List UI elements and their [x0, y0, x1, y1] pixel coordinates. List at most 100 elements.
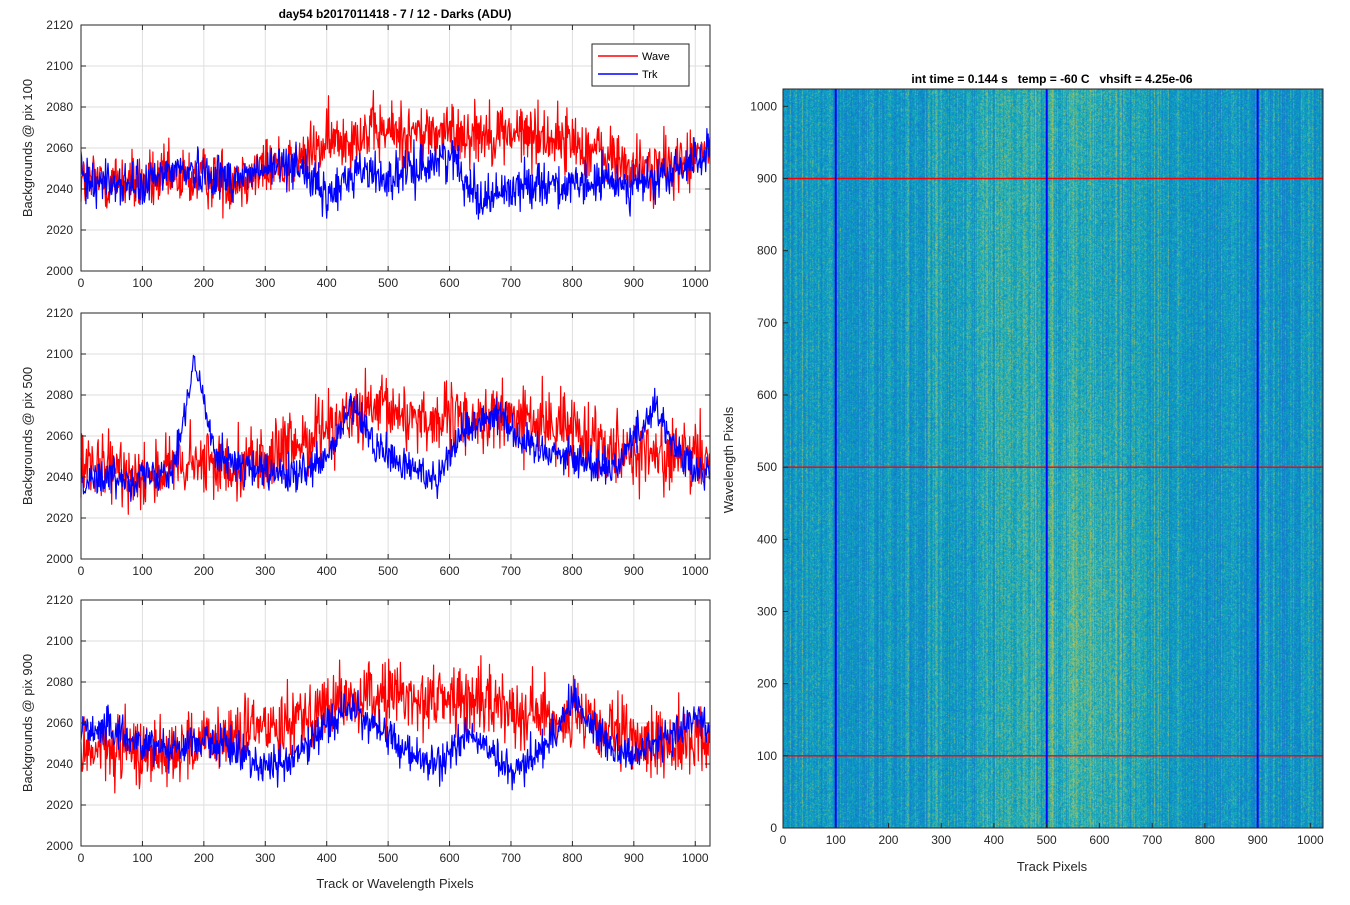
- y-tick-label: 100: [757, 749, 777, 763]
- y-tick-label: 2120: [46, 18, 73, 32]
- x-tick-label: 400: [317, 564, 337, 578]
- legend: Wave Trk: [591, 43, 690, 87]
- x-tick-label: 500: [378, 276, 398, 290]
- y-tick-label: 500: [757, 460, 777, 474]
- x-tick-label: 800: [562, 276, 582, 290]
- y-tick-label: 2080: [46, 388, 73, 402]
- x-tick-label: 400: [317, 276, 337, 290]
- series-line-wave: [80, 90, 711, 219]
- x-tick-label: 600: [1089, 833, 1109, 847]
- heatmap-title: int time = 0.144 s temp = -60 C vhsift =…: [911, 72, 1192, 86]
- x-tick-label: 700: [501, 276, 521, 290]
- y-tick-label: 600: [757, 388, 777, 402]
- y-tick-label: 2000: [46, 552, 73, 566]
- y-tick-label: 2120: [46, 593, 73, 607]
- y-tick-label: 2000: [46, 839, 73, 853]
- line-panel-3: 0 100 200 300 400 500 600 700 800 900 1000 2000 2020…: [20, 593, 711, 865]
- x-tick-label: 200: [878, 833, 898, 847]
- y-tick-label: 2060: [46, 141, 73, 155]
- x-tick-label: 900: [1248, 833, 1268, 847]
- x-tick-label: 100: [132, 276, 152, 290]
- y-tick-label: 800: [757, 244, 777, 258]
- y-tick-label: 2020: [46, 798, 73, 812]
- x-tick-label: 1000: [682, 564, 709, 578]
- series-line-trk: [80, 678, 711, 791]
- line-panel-1: 0 100 200 300 400 500 600 700 800 900 1000 2000 2020…: [20, 18, 711, 290]
- x-tick-label: 800: [562, 564, 582, 578]
- x-tick-label: 500: [378, 851, 398, 865]
- y-tick-label: 2040: [46, 182, 73, 196]
- x-tick-label: 300: [255, 276, 275, 290]
- line-panel-2: 0 100 200 300 400 500 600 700 800 900 1000 2000 2020…: [20, 306, 711, 578]
- x-tick-label: 900: [624, 276, 644, 290]
- heatmap-xlabel: Track Pixels: [1017, 859, 1088, 874]
- x-tick-label: 100: [826, 833, 846, 847]
- x-tick-label: 400: [984, 833, 1004, 847]
- x-tick-label: 1000: [1297, 833, 1324, 847]
- x-tick-label: 900: [624, 851, 644, 865]
- series-line-trk: [80, 128, 711, 220]
- x-tick-label: 700: [501, 851, 521, 865]
- y-tick-label: 400: [757, 532, 777, 546]
- y-tick-label: 700: [757, 316, 777, 330]
- x-tick-label: 400: [317, 851, 337, 865]
- y-tick-label: 2040: [46, 470, 73, 484]
- x-tick-label: 300: [255, 851, 275, 865]
- y-axis-label: Backgrounds @ pix 100: [20, 79, 35, 217]
- y-tick-label: 2060: [46, 429, 73, 443]
- y-tick-label: 2100: [46, 634, 73, 648]
- y-tick-label: 2080: [46, 675, 73, 689]
- x-tick-label: 1000: [682, 276, 709, 290]
- series-line-trk: [80, 354, 711, 502]
- y-tick-label: 2100: [46, 59, 73, 73]
- figure-title: day54 b2017011418 - 7 / 12 - Darks (ADU): [279, 7, 512, 21]
- figure-xlabel: Track or Wavelength Pixels: [316, 876, 474, 891]
- x-tick-label: 300: [931, 833, 951, 847]
- x-tick-label: 900: [624, 564, 644, 578]
- y-tick-label: 2020: [46, 223, 73, 237]
- x-tick-label: 500: [1037, 833, 1057, 847]
- y-tick-label: 300: [757, 604, 777, 618]
- x-tick-label: 0: [780, 833, 787, 847]
- x-tick-label: 800: [562, 851, 582, 865]
- legend-label: Trk: [642, 69, 658, 81]
- y-axis-label: Backgrounds @ pix 900: [20, 654, 35, 792]
- legend-box: [591, 43, 690, 87]
- heatmap-ylabel: Wavelength Pixels: [721, 406, 736, 513]
- heatmap-panel: 0 100 200 300 400 500 600 700 800 900 1000 0 100 200 3…: [750, 88, 1324, 847]
- x-tick-label: 700: [501, 564, 521, 578]
- x-tick-label: 200: [194, 564, 214, 578]
- x-tick-label: 100: [132, 851, 152, 865]
- heatmap-axes-box: [782, 88, 1324, 829]
- y-tick-label: 1000: [750, 99, 777, 113]
- x-tick-label: 300: [255, 564, 275, 578]
- x-tick-label: 200: [194, 276, 214, 290]
- y-tick-label: 2000: [46, 264, 73, 278]
- x-tick-label: 0: [78, 276, 85, 290]
- heatmap-image: [783, 89, 1323, 828]
- y-tick-label: 0: [770, 821, 777, 835]
- legend-label: Wave: [642, 51, 670, 63]
- x-tick-label: 600: [440, 851, 460, 865]
- x-tick-label: 100: [132, 564, 152, 578]
- x-tick-label: 500: [378, 564, 398, 578]
- y-tick-label: 2040: [46, 757, 73, 771]
- y-tick-label: 2060: [46, 716, 73, 730]
- y-axis-label: Backgrounds @ pix 500: [20, 367, 35, 505]
- x-tick-label: 0: [78, 851, 85, 865]
- y-tick-label: 2080: [46, 100, 73, 114]
- x-tick-label: 0: [78, 564, 85, 578]
- x-tick-label: 800: [1195, 833, 1215, 847]
- x-tick-label: 200: [194, 851, 214, 865]
- y-tick-label: 200: [757, 677, 777, 691]
- x-tick-label: 1000: [682, 851, 709, 865]
- x-tick-label: 700: [1142, 833, 1162, 847]
- y-tick-label: 900: [757, 171, 777, 185]
- x-tick-label: 600: [440, 564, 460, 578]
- y-tick-label: 2100: [46, 347, 73, 361]
- x-tick-label: 600: [440, 276, 460, 290]
- y-tick-label: 2020: [46, 511, 73, 525]
- y-tick-label: 2120: [46, 306, 73, 320]
